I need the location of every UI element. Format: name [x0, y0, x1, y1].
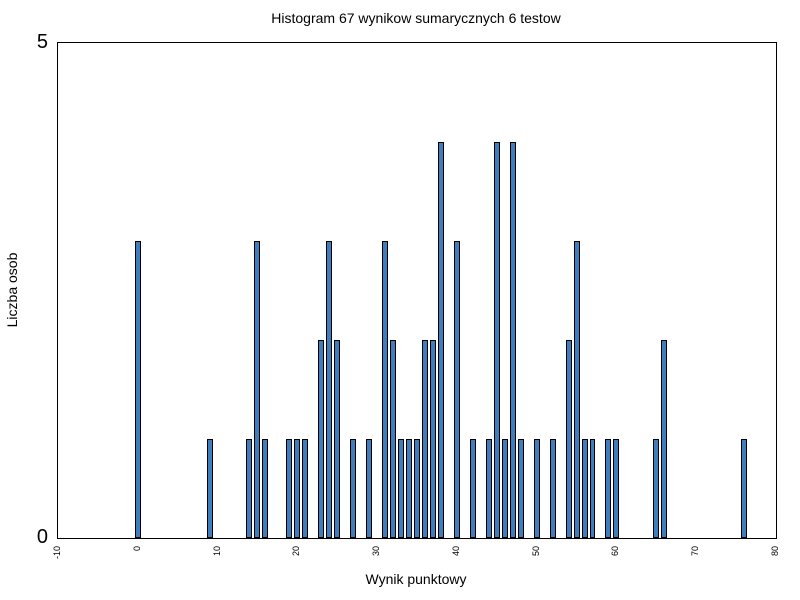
histogram-bar: [326, 241, 333, 538]
histogram-bar: [421, 340, 428, 538]
plot-area: [57, 42, 777, 539]
histogram-bar: [302, 439, 309, 538]
histogram-bar: [429, 340, 436, 538]
x-axis-tick-label: 10: [211, 546, 222, 557]
histogram-bar: [453, 241, 460, 538]
histogram-bar: [533, 439, 540, 538]
x-axis-tick-label: 30: [371, 546, 382, 557]
histogram-bar: [134, 241, 141, 538]
histogram-bar: [581, 439, 588, 538]
y-axis-tick-label: 0: [36, 526, 48, 548]
histogram-bar: [573, 241, 580, 538]
histogram-bar: [509, 142, 516, 538]
histogram-bar: [661, 340, 668, 538]
histogram-bar: [390, 340, 397, 538]
x-axis-tick-label: -10: [52, 546, 62, 560]
histogram-bar: [549, 439, 556, 538]
histogram-bar: [653, 439, 660, 538]
histogram-bar: [517, 439, 524, 538]
histogram-bar: [382, 241, 389, 538]
histogram-bar: [493, 142, 500, 538]
histogram-bar: [589, 439, 596, 538]
x-axis-tick-label: 40: [450, 546, 461, 557]
x-axis-tick-label: 20: [291, 546, 302, 557]
histogram-bar: [334, 340, 341, 538]
histogram-bar: [350, 439, 357, 538]
histogram-bar: [485, 439, 492, 538]
histogram-bar: [366, 439, 373, 538]
y-axis-tick-label: 5: [36, 31, 48, 53]
histogram-bar: [254, 241, 261, 538]
histogram-bar: [741, 439, 748, 538]
histogram-bar: [294, 439, 301, 538]
histogram-bar: [605, 439, 612, 538]
histogram-bar: [469, 439, 476, 538]
x-axis-tick-label: 60: [610, 546, 621, 557]
histogram-bar: [501, 439, 508, 538]
histogram-bar: [613, 439, 620, 538]
histogram-bar: [262, 439, 269, 538]
histogram-bar: [565, 340, 572, 538]
x-axis-tick-label: 80: [770, 546, 780, 557]
histogram-bar: [414, 439, 420, 538]
histogram-bar: [206, 439, 213, 538]
x-axis-tick-label: 70: [690, 546, 701, 557]
y-axis-label: Liczba osob: [4, 252, 20, 328]
histogram-bar: [398, 439, 405, 538]
histogram-bar: [437, 142, 444, 538]
histogram-bar: [406, 439, 412, 538]
histogram-bar: [286, 439, 293, 538]
histogram-bar: [318, 340, 325, 538]
x-axis-tick-label: 0: [131, 546, 142, 552]
histogram-bar: [246, 439, 253, 538]
x-axis-label: Wynik punktowy: [365, 571, 467, 587]
chart-title: Histogram 67 wynikow sumarycznych 6 test…: [271, 10, 561, 26]
x-axis-tick-label: 50: [530, 546, 541, 557]
